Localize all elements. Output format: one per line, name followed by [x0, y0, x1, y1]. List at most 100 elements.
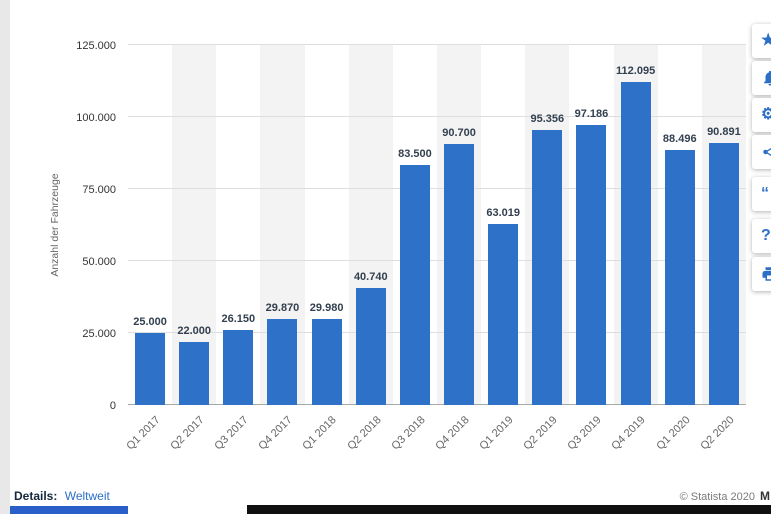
bar-column: 95.356	[525, 45, 569, 405]
x-tick-cell: Q4 2018	[433, 406, 481, 478]
y-axis-ticks: 0 25.000 50.000 75.000 100.000 125.000	[0, 40, 128, 412]
x-tick-cell: Q1 2020	[654, 406, 702, 478]
bar-column: 22.000	[172, 45, 216, 405]
copyright-more-cutoff: M	[760, 489, 770, 503]
alert-bell-icon	[764, 70, 771, 86]
print-button[interactable]	[752, 257, 771, 291]
settings-gear-button[interactable]: ⚙	[752, 98, 771, 132]
bar[interactable]	[708, 143, 739, 405]
gridline	[128, 188, 746, 189]
bar[interactable]	[355, 287, 386, 405]
bar-value-label: 40.740	[353, 270, 388, 283]
help-question-icon: ?	[761, 227, 771, 244]
bar-column: 25.000	[128, 45, 172, 405]
x-tick-cell: Q2 2019	[521, 406, 569, 478]
gridline	[128, 332, 746, 333]
bar-column: 63.019	[481, 45, 525, 405]
gridline	[128, 44, 746, 45]
x-tick-cell: Q4 2017	[256, 406, 304, 478]
x-tick-cell: Q2 2018	[345, 406, 393, 478]
bottom-blue-bar[interactable]	[10, 506, 128, 514]
bar-column: 29.980	[305, 45, 349, 405]
bar-value-label: 90.891	[707, 126, 741, 139]
x-axis-tick-label: Q4 2017	[256, 414, 295, 453]
bar[interactable]	[532, 130, 563, 405]
bar-value-label: 63.019	[486, 206, 521, 219]
bar-column: 29.870	[260, 45, 304, 405]
x-axis-tick-label: Q1 2020	[653, 414, 693, 453]
print-icon	[762, 267, 771, 281]
gridline	[128, 116, 746, 117]
bar-value-label: 95.356	[530, 113, 565, 126]
x-axis-tick-label: Q1 2017	[124, 414, 163, 453]
x-tick-cell: Q1 2018	[301, 406, 349, 478]
bar[interactable]	[179, 341, 210, 405]
bar[interactable]	[399, 164, 430, 405]
favorite-star-button[interactable]: ★	[752, 24, 771, 58]
details-label: Details:	[14, 489, 58, 503]
x-axis-tick-label: Q2 2017	[168, 414, 207, 453]
x-tick-cell: Q1 2019	[477, 406, 525, 478]
bar-column: 112.095	[614, 45, 658, 405]
bar[interactable]	[311, 318, 342, 405]
x-axis-ticks: Q1 2017 Q2 2017 Q3 2017 Q4 2017 Q1 2018 Q2 20…	[124, 406, 746, 478]
x-axis-tick-label: Q4 2019	[609, 414, 649, 453]
share-button[interactable]	[752, 135, 771, 169]
bar-value-label: 90.700	[442, 126, 476, 139]
x-tick-cell: Q1 2017	[124, 406, 172, 478]
help-question-button[interactable]: ?	[752, 219, 771, 253]
bars-layer: 25.000 22.000 26.150 29.870 29.980 40.740 83.5…	[128, 45, 746, 405]
x-axis-tick-label: Q3 2019	[565, 414, 604, 453]
x-axis-tick-label: Q4 2018	[433, 414, 472, 453]
x-axis-tick-label: Q2 2018	[344, 414, 384, 453]
bar-column: 88.496	[658, 45, 702, 405]
x-tick-cell: Q4 2019	[610, 406, 658, 478]
gridlines	[128, 44, 746, 405]
chart-plot-area: 25.000 22.000 26.150 29.870 29.980 40.740 83.5…	[128, 44, 746, 405]
y-axis-tick-label: 0	[109, 400, 116, 412]
bar[interactable]	[664, 150, 695, 405]
bar-value-label: 22.000	[177, 324, 212, 337]
bar[interactable]	[444, 143, 475, 405]
x-tick-cell: Q3 2018	[389, 406, 437, 478]
bottom-black-bar	[247, 505, 771, 514]
bar-column: 97.186	[569, 45, 613, 405]
bar-value-label: 29.980	[309, 301, 344, 314]
copyright-text: © Statista 2020	[679, 491, 755, 503]
settings-gear-icon: ⚙	[761, 106, 771, 123]
bar-column: 90.891	[702, 45, 746, 405]
x-axis-tick-label: Q3 2017	[212, 414, 251, 453]
bar-column: 40.740	[349, 45, 393, 405]
gridline	[128, 260, 746, 261]
bar-value-label: 88.496	[662, 133, 697, 146]
x-tick-cell: Q3 2019	[565, 406, 613, 478]
y-axis-tick-label: 50.000	[82, 256, 116, 268]
bar[interactable]	[620, 82, 651, 405]
x-tick-cell: Q2 2020	[698, 406, 746, 478]
bar-value-label: 26.150	[221, 312, 256, 325]
y-axis-tick-label: 100.000	[76, 112, 116, 124]
x-axis-tick-label: Q3 2018	[389, 414, 428, 453]
x-axis-tick-label: Q2 2019	[521, 414, 560, 453]
bar-column: 83.500	[393, 45, 437, 405]
bar[interactable]	[135, 333, 166, 405]
bar-value-label: 97.186	[574, 108, 609, 121]
bar-column: 90.700	[437, 45, 481, 405]
left-margin-strip	[0, 0, 10, 514]
bar-value-label: 83.500	[398, 147, 432, 160]
x-tick-cell: Q2 2017	[168, 406, 216, 478]
x-axis-tick-label: Q1 2018	[300, 414, 340, 453]
x-axis-tick-label: Q1 2019	[477, 414, 516, 453]
alert-bell-button[interactable]	[752, 61, 771, 95]
y-axis-tick-label: 25.000	[82, 328, 116, 340]
bar[interactable]	[488, 223, 519, 405]
bar-column: 26.150	[216, 45, 260, 405]
favorite-star-icon: ★	[761, 32, 771, 49]
y-axis-tick-label: 125.000	[76, 40, 116, 52]
share-icon	[763, 148, 771, 156]
cite-quote-button[interactable]: “	[752, 177, 771, 211]
bar[interactable]	[267, 318, 298, 405]
bar[interactable]	[223, 329, 254, 405]
bar[interactable]	[576, 125, 607, 405]
details-value-link[interactable]: Weltweit	[64, 489, 110, 503]
